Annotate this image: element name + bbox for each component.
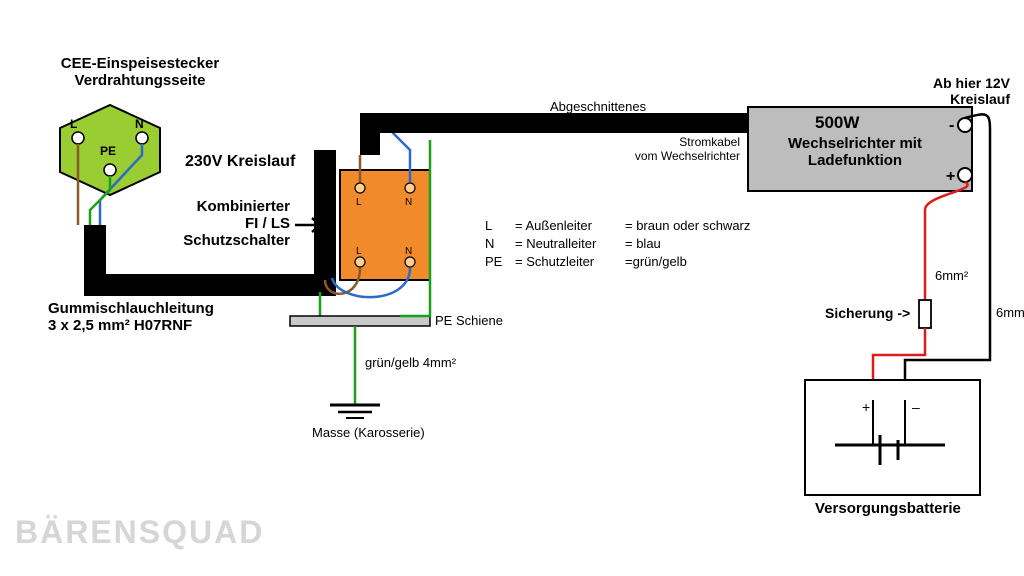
svg-text:PE: PE — [100, 144, 116, 158]
legend-l-key: L — [485, 218, 492, 233]
legend-pe-name: = Schutzleiter — [515, 254, 594, 269]
legend-l-name: = Außenleiter — [515, 218, 592, 233]
inverter-power: 500W — [815, 113, 859, 133]
svg-text:N: N — [135, 117, 144, 131]
wire-6mm-b: 6mm² — [996, 305, 1024, 320]
label-12v: Ab hier 12V Kreislauf — [900, 75, 1010, 107]
battery-label: Versorgungsbatterie — [815, 500, 961, 517]
svg-text:N: N — [405, 246, 412, 257]
pe-rail-label: PE Schiene — [435, 313, 503, 328]
svg-text:L: L — [356, 246, 362, 257]
pe-rail — [290, 316, 430, 326]
watermark: BÄRENSQUAD — [15, 514, 264, 551]
inverter-label: Wechselrichter mit Ladefunktion — [770, 135, 940, 169]
svg-text:L: L — [70, 117, 77, 131]
ground-wire-label: grün/gelb 4mm² — [365, 355, 456, 370]
breaker-label: Kombinierter FI / LS Schutzschalter — [180, 198, 290, 249]
svg-text:-: - — [949, 117, 954, 134]
svg-text:–: – — [912, 399, 920, 415]
wire-6mm-a: 6mm² — [935, 268, 968, 283]
legend-n-color: = blau — [625, 236, 661, 251]
fuse-label: Sicherung -> — [825, 305, 910, 321]
svg-text:N: N — [405, 197, 412, 208]
svg-text:+: + — [862, 399, 870, 415]
cable-label: Gummischlauchleitung 3 x 2,5 mm² H07RNF — [48, 300, 214, 334]
circuit-breaker — [340, 170, 430, 280]
label-230v: 230V Kreislauf — [185, 153, 295, 171]
legend-pe-key: PE — [485, 254, 502, 269]
legend-l-color: = braun oder schwarz — [625, 218, 750, 233]
svg-text:L: L — [356, 197, 362, 208]
cee-title: CEE-Einspeisestecker Verdrahtungsseite — [50, 55, 230, 89]
cable-cut-label: Abgeschnittenes — [550, 99, 646, 114]
ground-mass-label: Masse (Karosserie) — [312, 425, 425, 440]
battery-box — [805, 380, 980, 495]
arrow-icon — [295, 218, 320, 232]
legend-n-name: = Neutralleiter — [515, 236, 596, 251]
legend-pe-color: =grün/gelb — [625, 254, 687, 269]
legend-n-key: N — [485, 236, 494, 251]
cable-inverter-label: Stromkabel vom Wechselrichter — [570, 135, 740, 163]
svg-text:+: + — [946, 168, 955, 185]
fuse — [919, 300, 931, 328]
